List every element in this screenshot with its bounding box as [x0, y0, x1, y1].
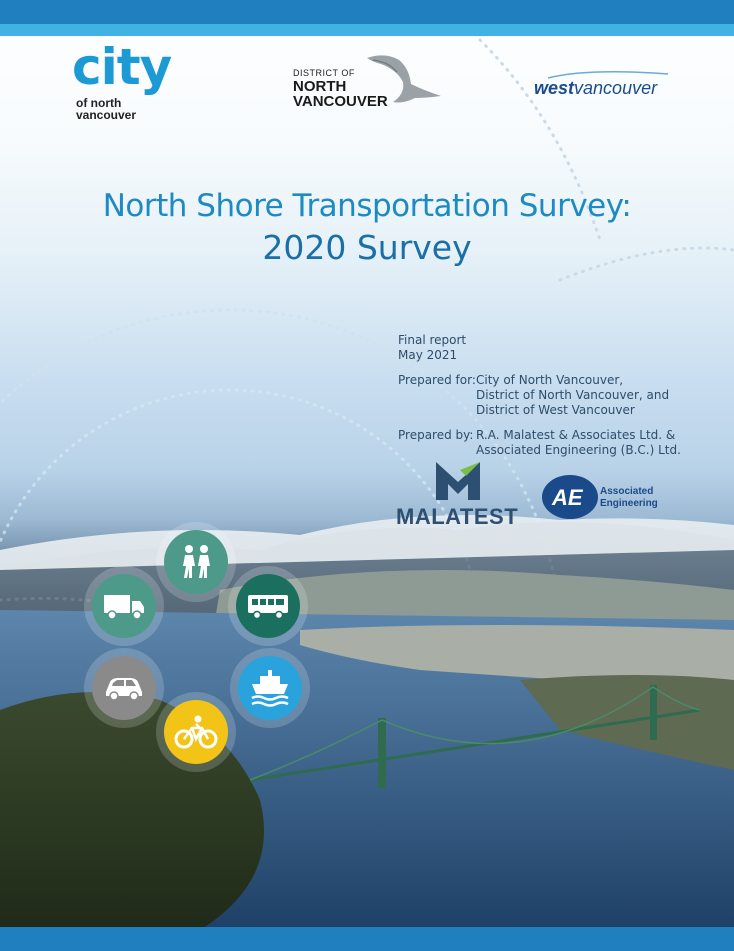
district-logo-line3: VANCOUVER: [293, 93, 388, 110]
prepared-by-label: Prepared by:: [398, 428, 474, 442]
malatest-mark-icon: [436, 462, 480, 500]
prepared-for-line-1: City of North Vancouver,: [476, 373, 624, 387]
prepared-by-line-2: Associated Engineering (B.C.) Ltd.: [476, 443, 681, 457]
ferry-mode-badge: [238, 656, 302, 720]
report-subtitle: 2020 Survey: [262, 228, 472, 267]
west-vancouver-logo: westvancouver: [534, 71, 669, 99]
truck-icon: [104, 595, 144, 620]
district-logo-line1: DISTRICT OF: [293, 68, 355, 78]
prepared-for-label: Prepared for:: [398, 373, 476, 387]
malatest-logo: MALATEST: [396, 462, 526, 532]
prepared-for-line-2: District of North Vancouver, and: [476, 388, 670, 402]
svg-text:AE: AE: [551, 485, 584, 510]
district-logo-line2: NORTH: [293, 78, 347, 95]
associated-engineering-logo: AE Associated Engineering: [540, 472, 670, 522]
eagle-icon: [367, 55, 441, 103]
ae-wordmark-line1: Associated: [600, 486, 654, 497]
city-logo-wordmark: city: [72, 38, 172, 96]
car-icon: [106, 678, 142, 701]
district-of-north-vancouver-logo: DISTRICT OF NORTH VANCOUVER: [293, 55, 453, 116]
top-band-accent: [0, 24, 734, 36]
ae-wordmark-line2: Engineering: [600, 498, 658, 509]
malatest-wordmark: MALATEST: [396, 504, 519, 529]
bottom-band: [0, 927, 734, 951]
prepared-for-line-3: District of West Vancouver: [476, 403, 635, 417]
top-band: [0, 0, 734, 24]
city-of-north-vancouver-logo: city of north vancouver: [72, 38, 182, 122]
west-logo-part1: west: [534, 78, 575, 98]
city-logo-of-north: of north: [76, 96, 122, 110]
walking-icon: [183, 545, 210, 578]
wave-icon: [548, 71, 669, 79]
report-date: May 2021: [398, 348, 458, 362]
bicycle-icon: [174, 715, 218, 749]
ae-mark-icon: AE: [542, 475, 598, 519]
bicycle-mode-badge: [164, 700, 228, 764]
report-type: Final report: [398, 333, 467, 347]
bus-icon: [248, 595, 288, 620]
ferry-icon: [251, 670, 289, 707]
car-mode-badge: [92, 656, 156, 720]
truck-mode-badge: [92, 574, 156, 638]
prepared-by-line-1: R.A. Malatest & Associates Ltd. &: [476, 428, 676, 442]
walking-mode-badge: [164, 530, 228, 594]
bus-mode-badge: [236, 574, 300, 638]
west-logo-part2: vancouver: [574, 78, 658, 98]
report-title: North Shore Transportation Survey:: [102, 188, 632, 224]
city-logo-vancouver: vancouver: [76, 108, 137, 122]
